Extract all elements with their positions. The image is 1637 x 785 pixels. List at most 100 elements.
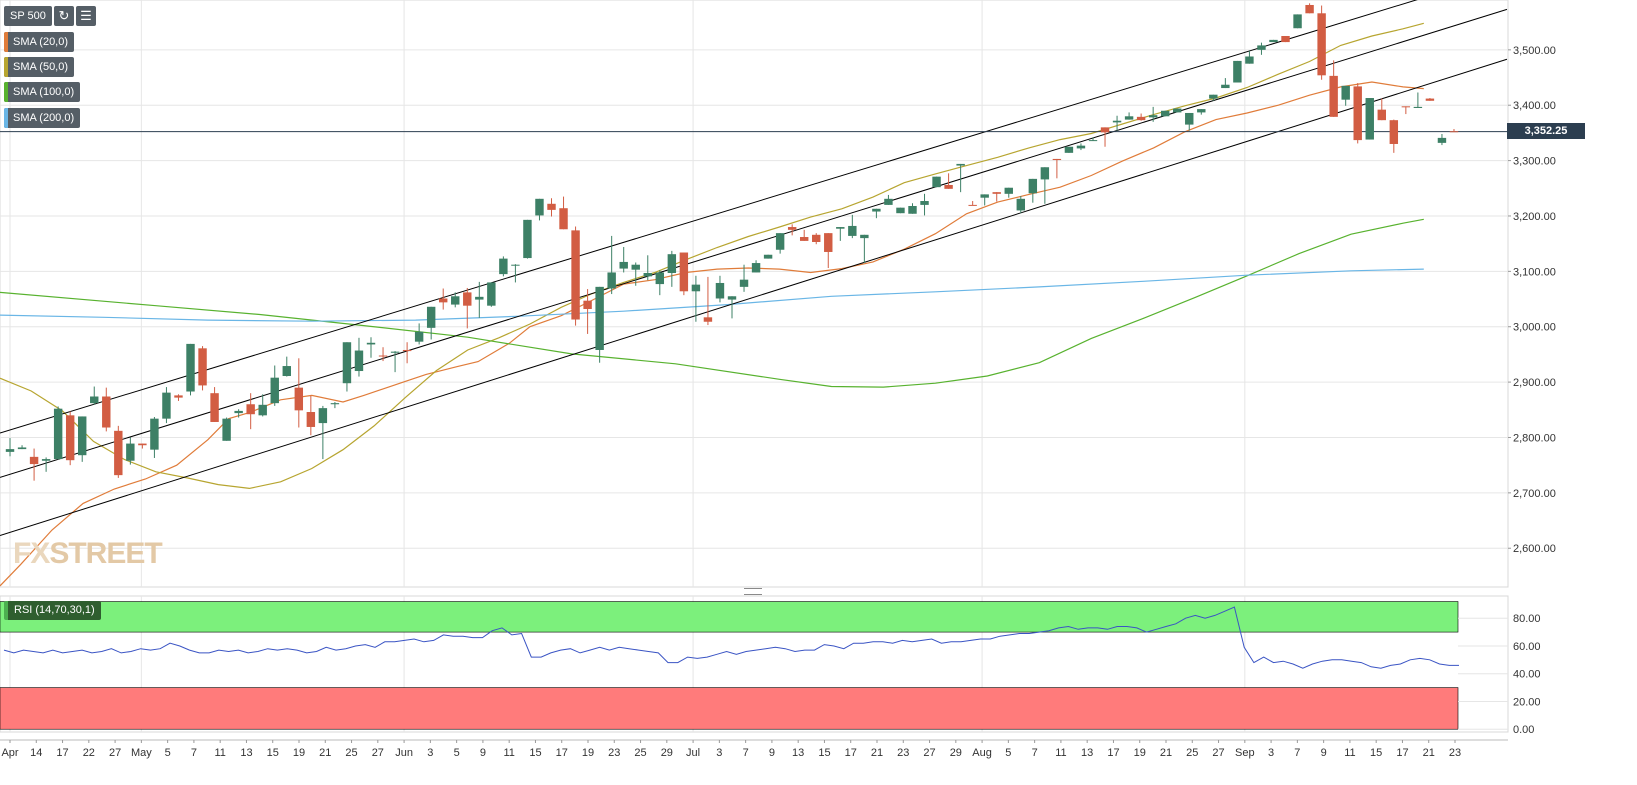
sma-20-legend[interactable]: SMA (20,0): [4, 32, 75, 52]
x-tick-label: 29: [950, 747, 962, 759]
candle: [1088, 137, 1098, 142]
x-tick-label: 15: [267, 747, 279, 759]
candle-body: [1064, 146, 1074, 153]
candle: [318, 405, 328, 460]
candle: [727, 296, 737, 319]
candle-body: [968, 204, 977, 206]
sma-100-legend[interactable]: SMA (100,0): [4, 82, 81, 102]
candle: [956, 163, 965, 193]
candle: [294, 358, 304, 428]
candle: [234, 409, 243, 418]
candle: [848, 214, 857, 239]
rsi-oversold-zone: [0, 687, 1459, 730]
candle-body: [1209, 94, 1218, 99]
x-tick-label: 27: [923, 747, 935, 759]
candle-body: [282, 366, 291, 377]
candle: [691, 275, 701, 322]
candle: [1052, 158, 1062, 179]
candle: [270, 365, 279, 406]
y-tick-label: 3,200.00: [1513, 211, 1556, 223]
candle-body: [330, 403, 340, 405]
rsi-line: [3, 606, 1459, 669]
symbol-label[interactable]: SP 500: [4, 6, 52, 26]
panel-resize-handle[interactable]: [744, 588, 762, 595]
x-tick-label: 14: [30, 747, 42, 759]
candle: [547, 198, 556, 217]
candle: [824, 233, 833, 269]
candle-body: [715, 282, 725, 299]
candle-body: [1437, 137, 1447, 143]
x-tick-label: 7: [1294, 747, 1300, 759]
candle-body: [944, 184, 953, 189]
candle: [1185, 112, 1194, 131]
candle-body: [1329, 75, 1338, 117]
candle-body: [114, 430, 123, 476]
rsi-legend[interactable]: RSI (14,70,30,1): [4, 601, 101, 620]
x-tick-label: 17: [1396, 747, 1408, 759]
candle-body: [150, 418, 159, 450]
candle: [1305, 3, 1314, 14]
sma-200-label: SMA (200,0): [13, 112, 75, 124]
candle-body: [17, 447, 27, 450]
candle-body: [390, 351, 400, 353]
y-tick-label: 3,100.00: [1513, 266, 1556, 278]
candle: [980, 194, 989, 206]
candle-body: [908, 206, 917, 214]
x-tick-label: 23: [608, 747, 620, 759]
candle-body: [860, 234, 869, 239]
candle: [65, 411, 75, 466]
candle: [1064, 146, 1074, 153]
x-tick-label: 19: [293, 747, 305, 759]
x-tick-label: 17: [556, 747, 568, 759]
candle: [150, 416, 159, 458]
x-tick-label: 15: [529, 747, 541, 759]
candle-body: [1004, 187, 1013, 194]
candle-body: [1197, 109, 1206, 113]
candle: [354, 337, 364, 377]
candle: [390, 351, 400, 373]
sma-200-legend[interactable]: SMA (200,0): [4, 108, 81, 128]
x-tick-label: 15: [818, 747, 830, 759]
candle: [41, 457, 51, 472]
sma-100-label: SMA (100,0): [13, 86, 75, 98]
candle: [1341, 85, 1350, 106]
candle-body: [499, 258, 508, 275]
candle: [1449, 129, 1459, 133]
candle-body: [162, 392, 171, 419]
x-tick-label: 25: [1186, 747, 1198, 759]
candle: [1293, 14, 1302, 29]
candle-body: [1076, 145, 1086, 149]
candle: [1377, 98, 1386, 121]
x-tick-label: 19: [582, 747, 594, 759]
x-tick-label: 23: [1449, 747, 1461, 759]
x-tick-label: 9: [769, 747, 775, 759]
candle: [1136, 113, 1146, 121]
candle-body: [812, 234, 821, 242]
sma-50-legend[interactable]: SMA (50,0): [4, 57, 75, 77]
candle-body: [595, 286, 604, 350]
candle: [1112, 115, 1122, 131]
candle-body: [643, 273, 652, 277]
candle-body: [1245, 56, 1254, 64]
candle: [330, 402, 340, 409]
x-tick-label: 13: [1081, 747, 1093, 759]
candle: [1365, 98, 1374, 140]
moving-averages: [0, 22, 1424, 587]
candle: [1329, 60, 1338, 117]
refresh-icon[interactable]: ↻: [53, 6, 74, 26]
candle-body: [799, 237, 809, 241]
candle-body: [523, 219, 532, 259]
rsi-y-tick-label: 80.00: [1513, 613, 1541, 625]
indicators-icon[interactable]: ☰: [75, 6, 96, 26]
x-tick-label: 27: [109, 747, 121, 759]
candle-body: [1317, 13, 1326, 76]
candle: [90, 386, 99, 405]
x-tick-label: Jun: [395, 747, 413, 759]
candle-body: [739, 279, 749, 287]
sma-20-label: SMA (20,0): [13, 36, 69, 48]
candle: [78, 416, 87, 462]
axes: 2,600.00 2,700.00 2,800.00 2,900.00 3,000.00…: [1, 45, 1555, 759]
candle: [860, 234, 869, 264]
x-tick-label: 5: [1005, 747, 1011, 759]
